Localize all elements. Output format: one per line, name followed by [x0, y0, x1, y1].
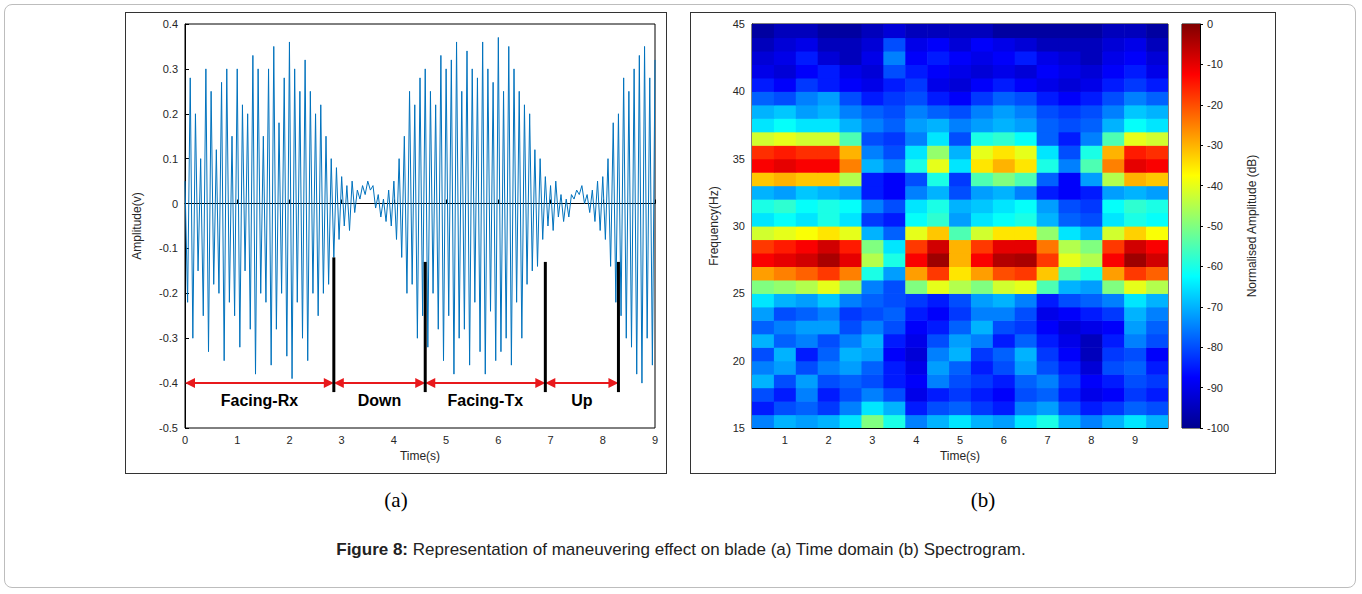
svg-text:-0.3: -0.3: [159, 332, 178, 344]
svg-text:-10: -10: [1207, 58, 1223, 70]
svg-text:6: 6: [495, 434, 501, 446]
svg-text:-0.4: -0.4: [159, 377, 178, 389]
svg-text:-80: -80: [1207, 341, 1223, 353]
svg-text:45: 45: [733, 18, 745, 30]
svg-text:2: 2: [826, 434, 832, 446]
svg-text:7: 7: [1045, 434, 1051, 446]
svg-text:1: 1: [234, 434, 240, 446]
svg-text:0: 0: [172, 198, 178, 210]
svg-text:5: 5: [443, 434, 449, 446]
svg-text:0.1: 0.1: [163, 153, 178, 165]
svg-text:3: 3: [869, 434, 875, 446]
svg-text:4: 4: [391, 434, 397, 446]
svg-text:5: 5: [957, 434, 963, 446]
svg-text:8: 8: [600, 434, 606, 446]
svg-text:0.2: 0.2: [163, 108, 178, 120]
svg-text:Time(s): Time(s): [940, 449, 980, 463]
svg-text:0: 0: [1207, 18, 1213, 30]
svg-text:-90: -90: [1207, 382, 1223, 394]
svg-text:-100: -100: [1207, 422, 1229, 434]
svg-text:7: 7: [547, 434, 553, 446]
svg-text:8: 8: [1088, 434, 1094, 446]
svg-text:Down: Down: [358, 392, 402, 409]
svg-text:-70: -70: [1207, 301, 1223, 313]
svg-text:1: 1: [782, 434, 788, 446]
svg-text:Normalised Amplitude (dB): Normalised Amplitude (dB): [1245, 155, 1259, 298]
svg-text:9: 9: [652, 434, 658, 446]
svg-text:Amplitude(v): Amplitude(v): [130, 192, 144, 259]
svg-text:-0.5: -0.5: [159, 422, 178, 434]
svg-text:40: 40: [733, 85, 745, 97]
svg-text:30: 30: [733, 220, 745, 232]
svg-text:Facing-Tx: Facing-Tx: [447, 392, 523, 409]
svg-text:2: 2: [286, 434, 292, 446]
svg-text:-40: -40: [1207, 180, 1223, 192]
svg-text:6: 6: [1001, 434, 1007, 446]
svg-text:-60: -60: [1207, 260, 1223, 272]
svg-text:-50: -50: [1207, 220, 1223, 232]
svg-text:-30: -30: [1207, 139, 1223, 151]
svg-text:0: 0: [182, 434, 188, 446]
svg-text:Time(s): Time(s): [400, 449, 440, 463]
svg-text:-0.2: -0.2: [159, 287, 178, 299]
svg-text:-20: -20: [1207, 99, 1223, 111]
html-text:(b): (b): [970, 488, 996, 512]
svg-text:0.3: 0.3: [163, 63, 178, 75]
svg-text:20: 20: [733, 355, 745, 367]
svg-text:Up: Up: [571, 392, 593, 409]
svg-text:-0.1: -0.1: [159, 242, 178, 254]
svg-text:Facing-Rx: Facing-Rx: [221, 392, 298, 409]
svg-text:Frequency(Hz): Frequency(Hz): [707, 186, 721, 265]
svg-text:35: 35: [733, 153, 745, 165]
html-text:(a): (a): [384, 488, 408, 512]
svg-text:3: 3: [339, 434, 345, 446]
svg-text:0.4: 0.4: [163, 18, 178, 30]
svg-text:15: 15: [733, 422, 745, 434]
svg-text:25: 25: [733, 287, 745, 299]
svg-text:4: 4: [913, 434, 919, 446]
svg-text:9: 9: [1132, 434, 1138, 446]
html-text:Figure 8: Representation of ma: Figure 8: Representation of maneuvering …: [336, 540, 1026, 559]
